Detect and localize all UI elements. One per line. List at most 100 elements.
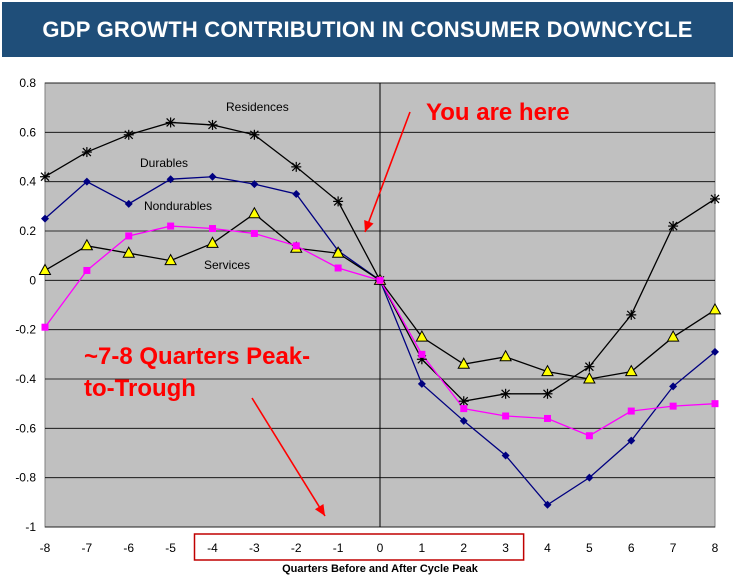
data-point-residences (123, 129, 134, 140)
x-tick-label: -4 (207, 541, 218, 555)
data-point-durables (627, 436, 636, 445)
series-label-nondurables: Nondurables (144, 199, 212, 213)
data-point-residences (40, 171, 50, 182)
data-point-residences (165, 117, 176, 128)
highlight-box (193, 533, 525, 561)
data-point-durables (41, 214, 49, 223)
data-point-nondurables (666, 330, 680, 342)
data-point-services (41, 323, 49, 331)
data-point-residences (626, 309, 637, 320)
data-point-nondurables (248, 206, 261, 219)
y-tick-label: -0.2 (15, 323, 36, 337)
data-point-services (460, 405, 468, 413)
you-are-here-annotation: You are here (426, 99, 570, 126)
x-tick-label: 6 (628, 541, 635, 555)
data-point-nondurables (541, 364, 554, 377)
data-point-services (292, 242, 300, 250)
data-point-durables (250, 180, 259, 189)
data-point-durables (124, 199, 133, 208)
data-point-residences (584, 361, 595, 372)
data-point-residences (207, 119, 218, 130)
y-tick-label: -0.8 (15, 471, 36, 485)
data-point-durables (669, 382, 678, 391)
x-tick-label: -7 (82, 541, 93, 555)
x-tick-label: 8 (712, 541, 719, 555)
data-point-durables (82, 177, 91, 186)
data-point-durables (501, 451, 510, 460)
data-point-durables (208, 172, 217, 181)
data-point-nondurables (708, 302, 722, 315)
data-point-services (627, 407, 635, 415)
data-point-services (209, 225, 216, 233)
data-point-services (544, 414, 551, 422)
data-point-nondurables (415, 330, 429, 342)
data-point-residences (81, 147, 92, 158)
data-point-durables (292, 190, 301, 198)
data-point-nondurables (206, 236, 219, 248)
data-point-nondurables (164, 253, 177, 266)
data-point-durables (459, 416, 468, 425)
data-point-services (502, 412, 510, 420)
data-point-services (125, 232, 133, 240)
data-point-nondurables (38, 263, 52, 275)
data-point-services (418, 350, 426, 358)
chart-title: GDP GROWTH CONTRIBUTION IN CONSUMER DOWN… (42, 16, 693, 42)
data-point-residences (668, 221, 679, 232)
data-point-nondurables (499, 349, 512, 362)
x-tick-label: 0 (377, 541, 384, 555)
data-point-durables (585, 473, 594, 482)
y-tick-label: -0.4 (15, 372, 36, 386)
data-point-services (585, 432, 593, 440)
y-tick-label: 0 (29, 273, 36, 287)
data-point-services (83, 266, 91, 274)
x-tick-label: -1 (333, 541, 344, 555)
data-point-nondurables (457, 357, 471, 369)
x-tick-label: 5 (586, 541, 593, 555)
data-point-nondurables (331, 246, 345, 258)
data-point-services (167, 222, 175, 230)
data-point-services (711, 400, 719, 408)
y-tick-label: 0.8 (19, 76, 36, 90)
data-point-residences (249, 129, 260, 140)
y-tick-label: 0.2 (19, 224, 36, 238)
data-point-residences (333, 196, 344, 207)
data-point-services (250, 229, 258, 237)
data-point-durables (166, 175, 175, 184)
data-point-residences (500, 388, 511, 399)
data-point-nondurables (122, 246, 136, 258)
y-tick-label: 0.6 (19, 125, 36, 139)
data-point-services (334, 264, 342, 272)
x-axis-title: Quarters Before and After Cycle Peak (282, 563, 479, 575)
x-tick-label: -3 (249, 541, 260, 555)
x-tick-label: 4 (544, 541, 551, 555)
x-tick-label: -8 (40, 541, 51, 555)
data-point-durables (711, 347, 719, 356)
x-tick-label: 1 (419, 541, 426, 555)
data-point-residences (542, 388, 553, 399)
x-tick-label: -6 (123, 541, 134, 555)
title-banner: GDP GROWTH CONTRIBUTION IN CONSUMER DOWN… (2, 2, 733, 57)
data-point-nondurables (583, 371, 596, 384)
series-label-residences: Residences (226, 100, 289, 114)
data-point-residences (458, 396, 469, 407)
you-are-here-arrow (364, 111, 411, 233)
series-label-durables: Durables (140, 156, 188, 170)
y-tick-label: 0.4 (19, 175, 36, 189)
x-tick-label: 7 (670, 541, 677, 555)
data-point-residences (291, 161, 302, 172)
peak-to-trough-annotation-line1: ~7-8 Quarters Peak- (84, 343, 310, 370)
data-point-services (376, 276, 384, 284)
series-label-services: Services (204, 258, 250, 272)
peak-to-trough-annotation-line2: to-Trough (84, 375, 196, 402)
data-point-residences (710, 193, 720, 204)
y-tick-label: -0.6 (15, 421, 36, 435)
data-point-durables (417, 379, 426, 388)
x-tick-label: 2 (460, 541, 467, 555)
x-tick-label: -5 (165, 541, 176, 555)
data-point-nondurables (624, 364, 638, 377)
data-point-durables (543, 500, 552, 509)
peak-to-trough-arrow (251, 397, 326, 517)
x-tick-label: 3 (502, 541, 509, 555)
data-point-nondurables (80, 238, 94, 251)
